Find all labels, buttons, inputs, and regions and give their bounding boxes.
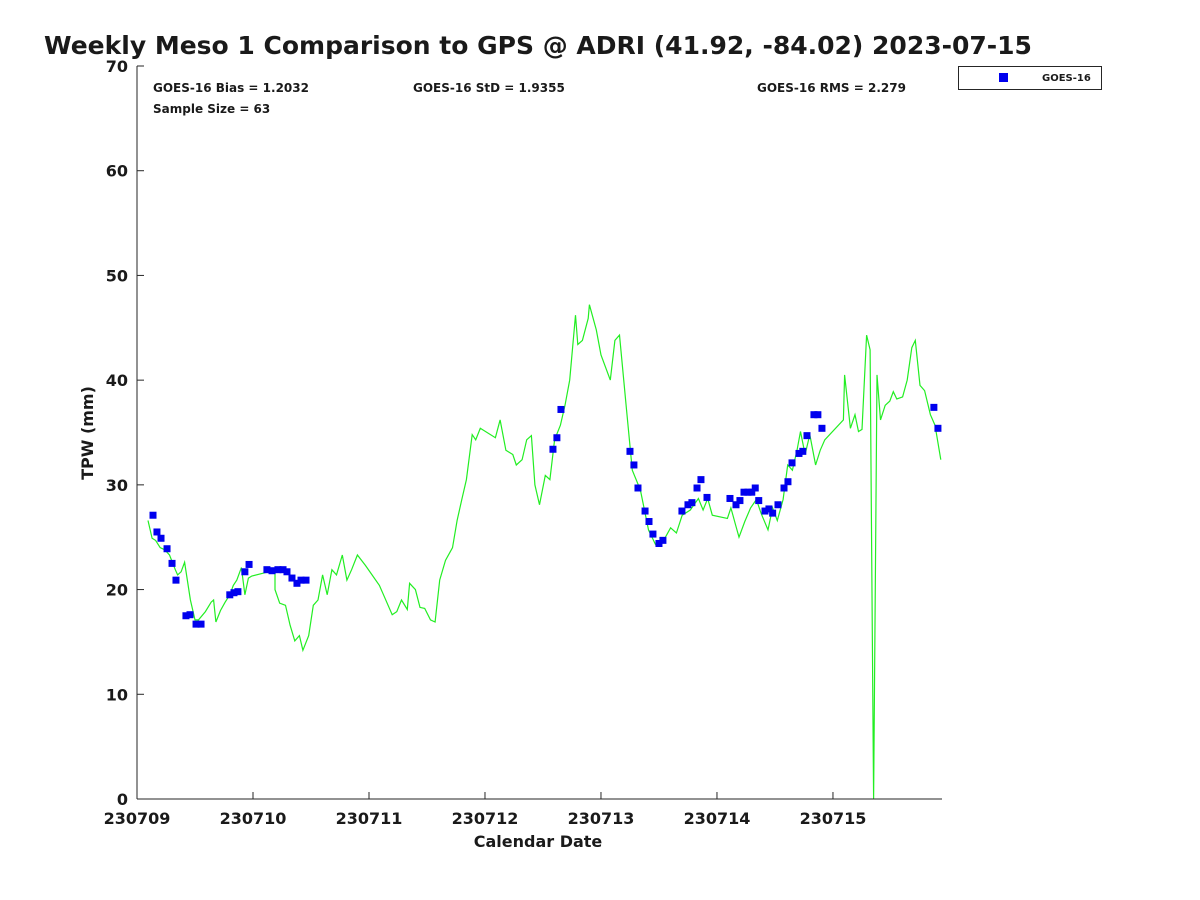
goes16-point xyxy=(799,447,807,455)
goes16-point xyxy=(626,447,634,455)
goes16-point xyxy=(748,488,756,496)
goes16-point xyxy=(234,588,242,596)
goes16-point xyxy=(163,545,171,553)
y-tick-label: 20 xyxy=(106,581,128,600)
goes16-point xyxy=(774,501,782,509)
x-tick-label: 230714 xyxy=(684,809,751,828)
axis-ticks: 230709 230710 230711 230712 230713 230714 2307… xyxy=(104,57,867,828)
goes16-point xyxy=(769,509,777,517)
rms-stat: GOES-16 RMS = 2.279 xyxy=(757,81,906,95)
goes16-point xyxy=(302,576,310,584)
goes16-point xyxy=(751,484,759,492)
plot-area xyxy=(147,304,942,800)
goes16-point xyxy=(744,488,752,496)
goes16-point xyxy=(930,403,938,411)
goes16-point xyxy=(659,536,667,544)
goes16-point xyxy=(245,560,253,568)
y-tick-label: 70 xyxy=(106,57,128,76)
goes16-point xyxy=(153,528,161,536)
goes16-point xyxy=(788,459,796,467)
goes16-point xyxy=(293,579,301,587)
goes16-point xyxy=(765,505,773,513)
goes16-point xyxy=(549,445,557,453)
goes16-point xyxy=(761,507,769,515)
goes16-point xyxy=(274,566,282,574)
x-tick-label: 230709 xyxy=(104,809,171,828)
goes16-point xyxy=(268,567,276,575)
legend-label-goes16: GOES-16 xyxy=(1042,73,1091,84)
goes16-point xyxy=(241,568,249,576)
goes16-point xyxy=(697,476,705,484)
goes16-point xyxy=(641,507,649,515)
goes16-point xyxy=(784,478,792,486)
goes16-point xyxy=(553,434,561,442)
y-tick-label: 0 xyxy=(117,790,128,809)
y-tick-label: 10 xyxy=(106,685,128,704)
legend-marker-goes16 xyxy=(999,73,1008,82)
goes16-point xyxy=(172,576,180,584)
goes16-point xyxy=(740,488,748,496)
goes16-point xyxy=(684,501,692,509)
goes16-point xyxy=(755,497,763,505)
x-tick-label: 230712 xyxy=(452,809,519,828)
goes16-point xyxy=(192,620,200,628)
goes16-point xyxy=(736,497,744,505)
plot-frame xyxy=(137,66,942,799)
y-axis-label: TPW (mm) xyxy=(78,386,97,480)
goes16-point xyxy=(630,461,638,469)
legend-box xyxy=(958,66,1102,90)
goes16-point xyxy=(655,539,663,547)
goes16-point xyxy=(810,411,818,419)
goes16-point xyxy=(230,589,238,597)
goes16-point xyxy=(157,534,165,542)
goes16-point xyxy=(688,499,696,507)
goes16-point xyxy=(678,507,686,515)
goes16-point xyxy=(182,612,190,620)
y-tick-label: 50 xyxy=(106,266,128,285)
goes16-point xyxy=(149,511,157,519)
goes16-point xyxy=(297,576,305,584)
sample-size-stat: Sample Size = 63 xyxy=(153,102,270,116)
goes16-point xyxy=(634,484,642,492)
goes16-point xyxy=(645,518,653,526)
goes16-point xyxy=(226,591,234,599)
x-tick-label: 230711 xyxy=(336,809,403,828)
goes16-point xyxy=(732,501,740,509)
goes16-point xyxy=(288,574,296,582)
goes16-point xyxy=(818,424,826,432)
std-stat: GOES-16 StD = 1.9355 xyxy=(413,81,565,95)
goes16-point xyxy=(780,484,788,492)
goes16-point xyxy=(279,566,287,574)
goes16-point xyxy=(186,611,194,619)
bias-stat: GOES-16 Bias = 1.2032 xyxy=(153,81,309,95)
goes16-point xyxy=(283,568,291,576)
x-tick-label: 230710 xyxy=(220,809,287,828)
y-tick-label: 30 xyxy=(106,476,128,495)
goes16-point xyxy=(795,449,803,457)
goes16-point xyxy=(693,484,701,492)
y-tick-label: 60 xyxy=(106,162,128,181)
x-tick-label: 230713 xyxy=(568,809,635,828)
goes16-point xyxy=(168,559,176,567)
x-tick-label: 230715 xyxy=(800,809,867,828)
series-line-gps xyxy=(147,304,942,800)
goes16-point xyxy=(263,566,271,574)
goes16-point xyxy=(197,620,205,628)
goes16-point xyxy=(803,432,811,440)
goes16-point xyxy=(649,530,657,538)
goes16-point xyxy=(814,411,822,419)
goes16-point xyxy=(726,494,734,502)
legend: GOES-16 xyxy=(958,66,1102,90)
y-tick-label: 40 xyxy=(106,371,128,390)
goes16-point xyxy=(703,493,711,501)
goes16-point xyxy=(557,405,565,413)
chart-title: Weekly Meso 1 Comparison to GPS @ ADRI (… xyxy=(44,31,1032,60)
x-axis-label: Calendar Date xyxy=(474,832,603,851)
goes16-point xyxy=(934,424,942,432)
